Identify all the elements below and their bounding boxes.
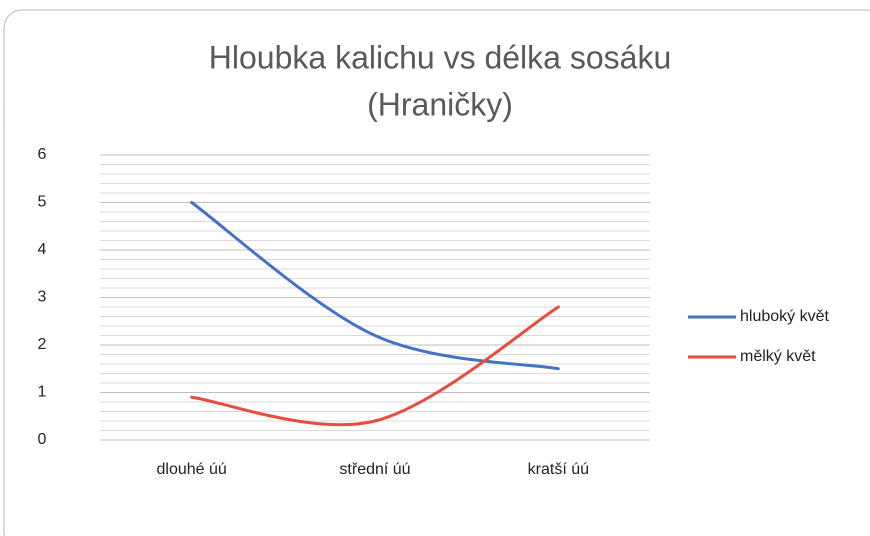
y-tick-label: 0 (38, 431, 47, 448)
chart-title: (Hraničky) (367, 86, 513, 122)
y-tick-label: 4 (38, 241, 47, 258)
line-series (190, 305, 560, 427)
legend-label: mělký květ (740, 348, 816, 365)
y-tick-label: 1 (38, 384, 47, 401)
y-tick-label: 3 (38, 289, 47, 306)
y-tick-label: 5 (38, 194, 47, 211)
x-tick-label: kratší úú (528, 461, 589, 478)
x-tick-label: střední úú (339, 461, 410, 478)
line-series (190, 201, 560, 371)
y-tick-label: 6 (38, 146, 47, 163)
y-tick-label: 2 (38, 336, 47, 353)
chart-title: Hloubka kalichu vs délka sosáku (209, 39, 671, 75)
x-tick-label: dlouhé úú (157, 461, 227, 478)
legend-label: hluboký květ (740, 308, 829, 325)
